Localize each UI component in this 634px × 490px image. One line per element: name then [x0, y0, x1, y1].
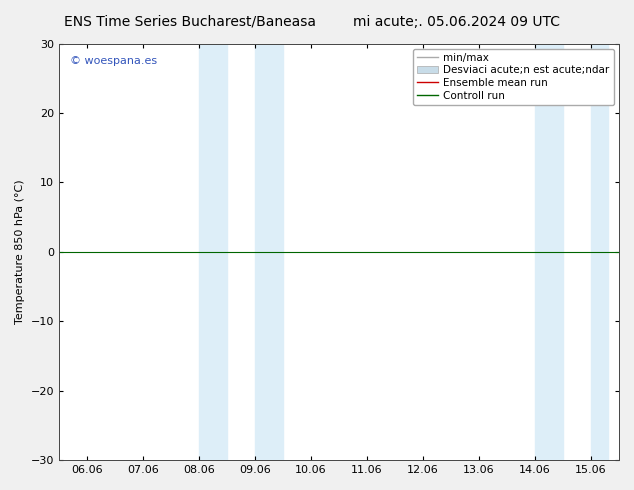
- Text: mi acute;. 05.06.2024 09 UTC: mi acute;. 05.06.2024 09 UTC: [353, 15, 560, 29]
- Y-axis label: Temperature 850 hPa (°C): Temperature 850 hPa (°C): [15, 179, 25, 324]
- Bar: [535, 44, 563, 460]
- Bar: [199, 44, 227, 460]
- Text: ENS Time Series Bucharest/Baneasa: ENS Time Series Bucharest/Baneasa: [64, 15, 316, 29]
- Text: © woespana.es: © woespana.es: [70, 56, 157, 66]
- Legend: min/max, Desviaci acute;n est acute;ndar, Ensemble mean run, Controll run: min/max, Desviaci acute;n est acute;ndar…: [413, 49, 614, 105]
- Bar: [591, 44, 608, 460]
- Bar: [255, 44, 283, 460]
